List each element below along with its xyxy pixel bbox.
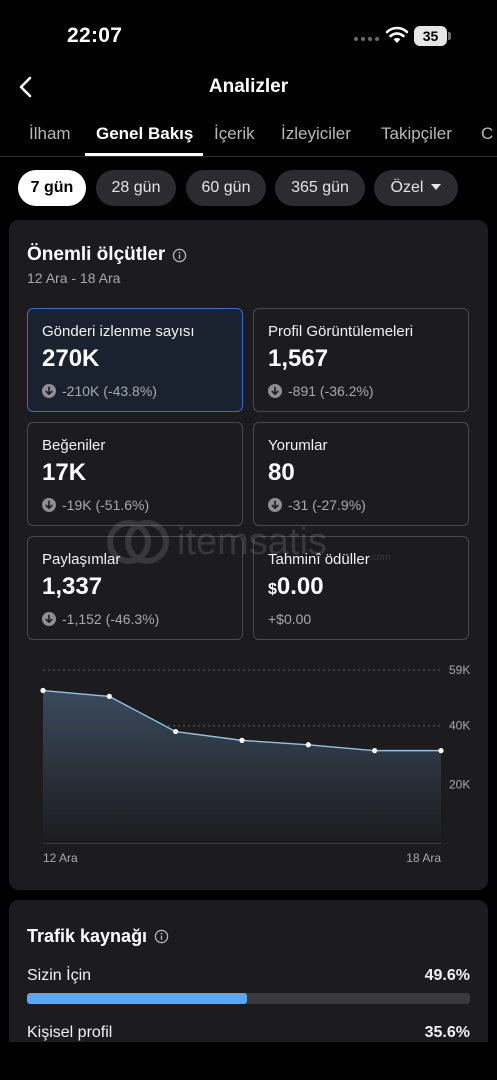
key-metrics-card: Önemli ölçütler 12 Ara - 18 Ara Gönderi …: [9, 220, 488, 890]
metric-delta-text: -891 (-36.2%): [288, 383, 374, 399]
arrow-down-circle-icon: [268, 384, 282, 398]
battery-icon: 35: [414, 26, 452, 46]
back-arrow-icon[interactable]: [14, 74, 40, 100]
info-icon[interactable]: [172, 248, 187, 263]
metric-delta-text: -210K (-43.8%): [62, 383, 157, 399]
chart-data-point[interactable]: [372, 748, 378, 754]
arrow-down-circle-icon: [42, 384, 56, 398]
metric-tile-estimated-rewards[interactable]: Tahminî ödüller $0.00 +$0.00: [253, 536, 469, 640]
metric-delta: +$0.00: [268, 611, 311, 627]
metric-value: 80: [268, 459, 295, 486]
metric-delta: -19K (-51.6%): [42, 497, 149, 513]
active-tab-indicator: [85, 153, 203, 156]
metric-delta-text: -1,152 (-46.3%): [62, 611, 160, 627]
metric-value: 17K: [42, 459, 87, 486]
chip-7-gun[interactable]: 7 gün: [18, 170, 86, 206]
chart-data-point[interactable]: [173, 728, 179, 735]
x-tick-label: 12 Ara: [43, 851, 78, 865]
chart-data-point[interactable]: [106, 693, 112, 699]
chevron-down-icon: [431, 183, 442, 190]
arrow-down-circle-icon: [42, 612, 56, 626]
metric-delta: -31 (-27.9%): [268, 497, 366, 513]
metric-delta: -210K (-43.8%): [42, 383, 157, 399]
metric-label: Tahminî ödüller: [268, 551, 370, 568]
y-tick-label: 40K: [449, 719, 470, 733]
metric-delta-text: -19K (-51.6%): [62, 497, 150, 513]
traffic-source-card: Trafik kaynağı Sizin İçin 49.6% Kişisel …: [9, 900, 488, 1042]
header: Analizler: [0, 70, 497, 106]
traffic-row-label: Kişisel profil: [27, 1024, 113, 1041]
page-title: Analizler: [208, 76, 289, 97]
status-bar: 22:07 35: [0, 0, 497, 70]
chart-area-fill: [43, 690, 441, 843]
metric-value-amount: 0.00: [276, 573, 324, 600]
chip-365-gun[interactable]: 365 gün: [275, 170, 365, 206]
status-time: 22:07: [67, 24, 123, 47]
info-icon[interactable]: [154, 929, 169, 944]
chart-data-point[interactable]: [40, 687, 46, 694]
metric-label: Profil Görüntülemeleri: [268, 323, 414, 340]
metric-delta: -891 (-36.2%): [268, 383, 374, 399]
metric-value: 1,337: [42, 573, 103, 600]
metric-label: Paylaşımlar: [42, 551, 121, 568]
chip-60-gun[interactable]: 60 gün: [186, 170, 266, 206]
metric-label: Yorumlar: [268, 437, 328, 454]
traffic-row-label: Sizin İçin: [27, 967, 92, 984]
traffic-row-value: 35.6%: [424, 1024, 470, 1041]
date-range: 12 Ara - 18 Ara: [27, 270, 121, 286]
tab-next-partial[interactable]: C: [481, 124, 494, 143]
post-views-chart[interactable]: 59K 40K 20K 12 Ara 18 Ara: [21, 660, 481, 870]
metric-value: 270K: [42, 345, 100, 372]
y-tick-label: 59K: [449, 663, 470, 677]
metric-tile-profile-views[interactable]: Profil Görüntülemeleri 1,567 -891 (-36.2…: [253, 308, 469, 412]
tab-ilham[interactable]: İlham: [29, 124, 71, 143]
metric-label: Beğeniler: [42, 437, 106, 454]
watermark-logo: itemsatis .com: [107, 520, 391, 564]
chart-data-point[interactable]: [438, 748, 444, 754]
x-tick-label: 18 Ara: [406, 851, 441, 865]
tab-icerik[interactable]: İçerik: [214, 124, 255, 143]
metric-tile-post-views[interactable]: Gönderi izlenme sayısı 270K -210K (-43.8…: [27, 308, 243, 412]
traffic-progress-bar: [27, 993, 470, 1004]
chip-ozel-dropdown[interactable]: Özel: [374, 170, 458, 206]
traffic-row-value: 49.6%: [424, 967, 470, 984]
watermark-text: itemsatis: [177, 521, 327, 563]
metric-value: $0.00: [268, 573, 324, 601]
traffic-progress-fill: [27, 993, 247, 1004]
cellular-signal-icon: [354, 37, 379, 41]
y-tick-label: 20K: [449, 777, 470, 791]
chart-data-point[interactable]: [305, 742, 311, 748]
tab-genel-bakis[interactable]: Genel Bakış: [96, 124, 194, 143]
metric-tile-comments[interactable]: Yorumlar 80 -31 (-27.9%): [253, 422, 469, 526]
battery-level: 35: [414, 26, 447, 46]
key-metrics-title: Önemli ölçütler: [27, 244, 166, 265]
metric-tile-shares[interactable]: Paylaşımlar 1,337 -1,152 (-46.3%): [27, 536, 243, 640]
key-metrics-heading: Önemli ölçütler: [27, 244, 187, 266]
watermark-suffix: .com: [369, 552, 391, 563]
traffic-title: Trafik kaynağı: [27, 926, 148, 946]
wifi-icon: [385, 26, 409, 43]
chart-data-point[interactable]: [239, 737, 245, 743]
chart-svg: 59K 40K 20K 12 Ara 18 Ara: [40, 663, 470, 865]
tab-takipciler[interactable]: Takipçiler: [381, 124, 452, 143]
metric-delta-text: +$0.00: [268, 611, 312, 627]
arrow-down-circle-icon: [268, 498, 282, 512]
metric-delta-text: -31 (-27.9%): [288, 497, 366, 513]
metric-tile-likes[interactable]: Beğeniler 17K -19K (-51.6%): [27, 422, 243, 526]
chip-28-gun[interactable]: 28 gün: [96, 170, 176, 206]
tab-izleyiciler[interactable]: İzleyiciler: [281, 124, 351, 143]
tab-bar: İlham Genel Bakış İçerik İzleyiciler Tak…: [0, 115, 497, 157]
traffic-heading: Trafik kaynağı: [27, 926, 169, 947]
metric-delta: -1,152 (-46.3%): [42, 611, 159, 627]
metric-value: 1,567: [268, 345, 329, 372]
chip-ozel-label: Özel: [390, 179, 424, 196]
arrow-down-circle-icon: [42, 498, 56, 512]
metric-label: Gönderi izlenme sayısı: [42, 323, 195, 340]
currency-symbol: $: [268, 581, 277, 598]
